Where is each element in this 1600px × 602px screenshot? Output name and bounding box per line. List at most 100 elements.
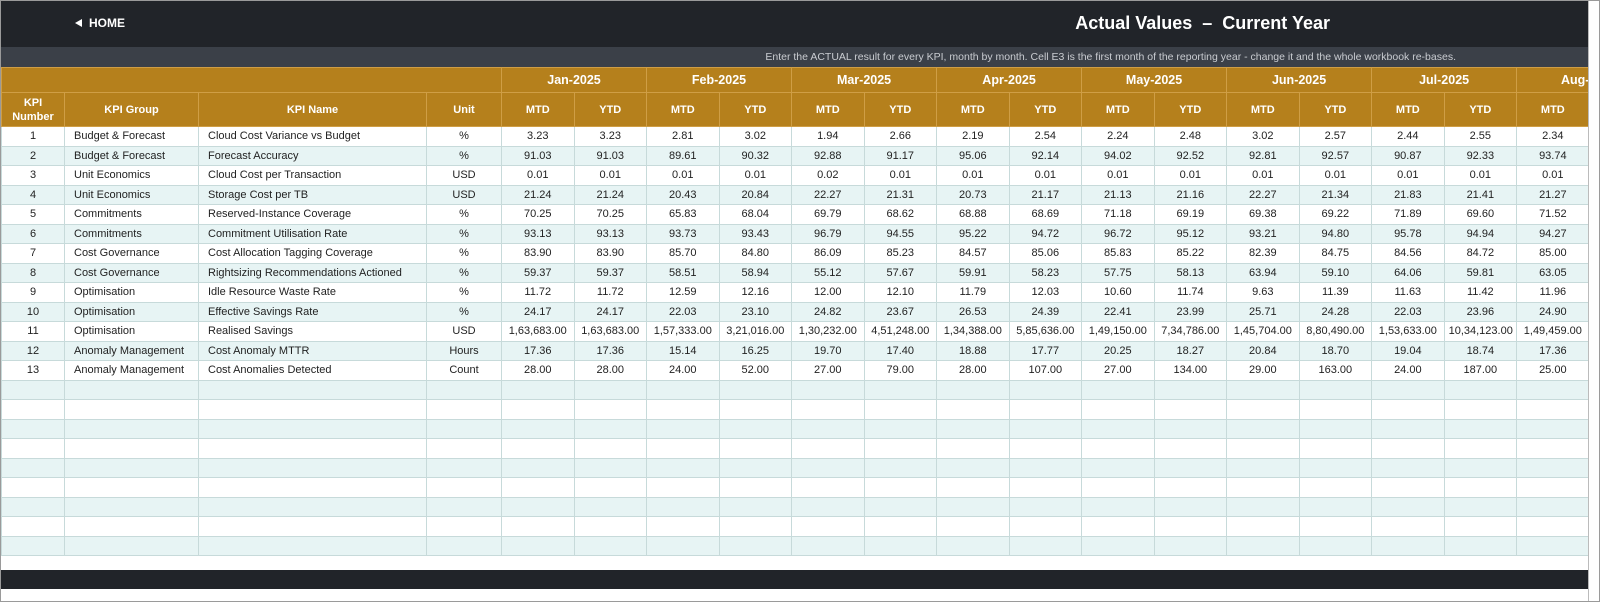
cell[interactable] [1226,496,1300,517]
cell[interactable] [936,535,1010,556]
cell[interactable]: 17.36 [573,340,648,361]
cell[interactable]: 57.67 [863,262,938,283]
cell[interactable]: 94.55 [863,223,938,244]
cell[interactable]: 92.33 [1443,145,1518,166]
cell[interactable] [1153,477,1228,498]
cell[interactable]: Commitments [64,204,199,225]
cell[interactable]: 63.05 [1516,262,1588,283]
cell[interactable]: 24.17 [501,301,575,322]
cell[interactable] [64,477,199,498]
cell[interactable]: % [426,145,502,166]
cell[interactable]: 7,34,786.00 [1153,321,1228,342]
cell[interactable]: 85.70 [646,243,720,264]
cell[interactable]: 21.34 [1298,184,1373,205]
cell[interactable] [1516,496,1588,517]
cell[interactable] [64,516,199,537]
cell[interactable]: USD [426,184,502,205]
cell[interactable] [646,399,720,420]
cell[interactable]: Commitments [64,223,199,244]
cell[interactable]: 2.57 [1298,126,1373,147]
cell[interactable]: 90.87 [1371,145,1445,166]
cell[interactable]: Forecast Accuracy [198,145,427,166]
cell[interactable]: 5,85,636.00 [1008,321,1083,342]
cell[interactable]: 59.37 [573,262,648,283]
cell[interactable] [1371,516,1445,537]
cell[interactable]: 0.01 [573,165,648,186]
cell[interactable]: 95.22 [936,223,1010,244]
cell[interactable] [1,516,65,537]
cell[interactable]: % [426,204,502,225]
cell[interactable] [1081,418,1155,439]
cell[interactable] [1008,399,1083,420]
cell[interactable] [718,496,793,517]
cell[interactable] [1371,457,1445,478]
cell[interactable] [198,379,427,400]
cell[interactable] [573,438,648,459]
cell[interactable]: 18.74 [1443,340,1518,361]
cell[interactable]: 0.01 [1516,165,1588,186]
cell[interactable] [1371,438,1445,459]
cell[interactable] [791,438,865,459]
cell[interactable] [718,399,793,420]
cell[interactable]: 28.00 [501,360,575,381]
cell[interactable] [1298,496,1373,517]
cell[interactable] [1443,516,1518,537]
cell[interactable] [426,477,502,498]
cell[interactable]: 5 [1,204,65,225]
cell[interactable]: 21.27 [1516,184,1588,205]
cell[interactable] [1081,496,1155,517]
cell[interactable]: 18.70 [1298,340,1373,361]
cell[interactable]: 20.73 [936,184,1010,205]
cell[interactable] [1516,477,1588,498]
cell[interactable]: 0.01 [718,165,793,186]
cell[interactable] [646,418,720,439]
cell[interactable]: 20.84 [718,184,793,205]
cell[interactable]: 79.00 [863,360,938,381]
cell[interactable] [198,438,427,459]
cell[interactable]: 11.72 [573,282,648,303]
cell[interactable] [1,496,65,517]
cell[interactable] [1226,399,1300,420]
cell[interactable]: 11.63 [1371,282,1445,303]
cell[interactable] [501,516,575,537]
cell[interactable]: % [426,262,502,283]
cell[interactable]: % [426,243,502,264]
cell[interactable]: 19.04 [1371,340,1445,361]
cell[interactable]: 93.21 [1226,223,1300,244]
cell[interactable]: 28.00 [573,360,648,381]
cell[interactable]: 21.24 [501,184,575,205]
cell[interactable] [863,477,938,498]
cell[interactable]: 85.23 [863,243,938,264]
cell[interactable] [1371,379,1445,400]
cell[interactable] [198,516,427,537]
cell[interactable] [1516,438,1588,459]
cell[interactable]: 22.41 [1081,301,1155,322]
cell[interactable]: 91.03 [501,145,575,166]
cell[interactable]: 27.00 [1081,360,1155,381]
cell[interactable]: 96.72 [1081,223,1155,244]
cell[interactable] [1008,379,1083,400]
cell[interactable]: 82.39 [1226,243,1300,264]
cell[interactable]: 24.39 [1008,301,1083,322]
cell[interactable]: 0.01 [1371,165,1445,186]
cell[interactable]: 12.16 [718,282,793,303]
cell[interactable] [718,477,793,498]
cell[interactable]: 0.01 [1298,165,1373,186]
cell[interactable]: 92.88 [791,145,865,166]
cell[interactable]: 69.22 [1298,204,1373,225]
cell[interactable]: 11.96 [1516,282,1588,303]
cell[interactable]: 93.43 [718,223,793,244]
cell[interactable]: Idle Resource Waste Rate [198,282,427,303]
cell[interactable]: 2 [1,145,65,166]
cell[interactable]: 59.10 [1298,262,1373,283]
cell[interactable]: 11.42 [1443,282,1518,303]
cell[interactable]: 29.00 [1226,360,1300,381]
cell[interactable]: 0.01 [646,165,720,186]
cell[interactable]: Cost Governance [64,262,199,283]
cell[interactable] [718,418,793,439]
cell[interactable] [573,496,648,517]
cell[interactable]: 84.72 [1443,243,1518,264]
cell[interactable]: 25.71 [1226,301,1300,322]
cell[interactable] [64,418,199,439]
cell[interactable]: 93.13 [573,223,648,244]
